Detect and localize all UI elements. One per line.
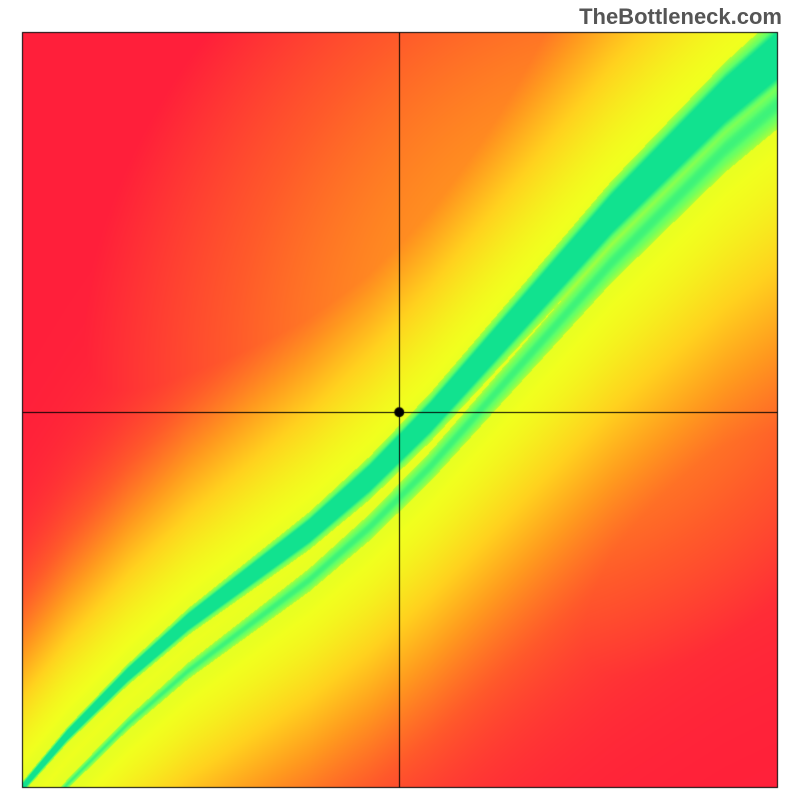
- bottleneck-heatmap: [0, 0, 800, 800]
- watermark-text: TheBottleneck.com: [579, 4, 782, 30]
